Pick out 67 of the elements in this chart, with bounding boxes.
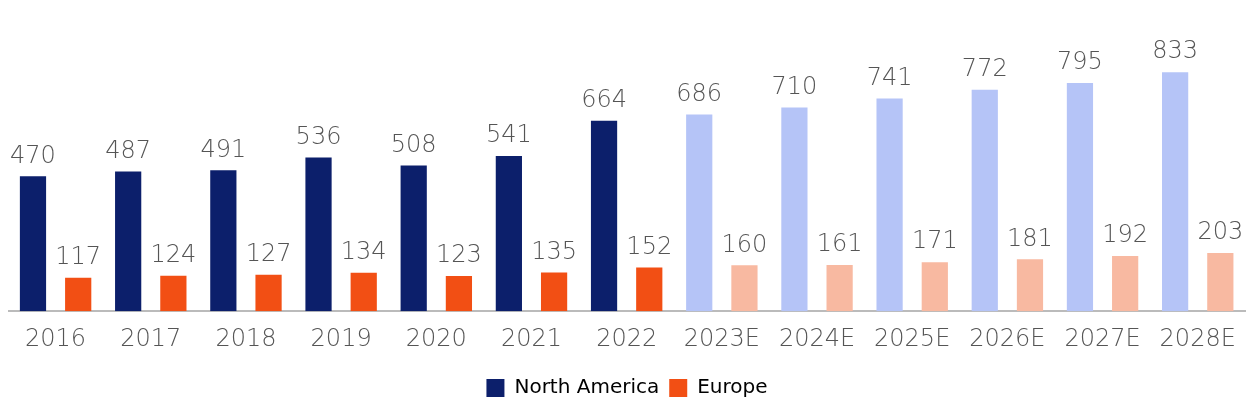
x-tick-label: 2025E <box>874 323 951 352</box>
data-label: 160 <box>721 229 768 258</box>
x-tick-label: 2021 <box>500 323 563 352</box>
data-label: 664 <box>581 84 627 113</box>
x-tick-label: 2022 <box>596 323 658 352</box>
data-label: 686 <box>676 78 723 107</box>
data-label: 124 <box>150 239 197 268</box>
bar <box>1112 256 1139 312</box>
bar <box>160 275 187 312</box>
x-tick-label: 2024E <box>778 323 856 352</box>
data-label: 123 <box>436 240 482 269</box>
bar <box>686 114 713 312</box>
bar <box>445 275 473 312</box>
bar <box>1066 83 1094 312</box>
data-label: 487 <box>105 135 152 164</box>
x-tick-label: 2018 <box>215 323 277 352</box>
data-label: 203 <box>1197 217 1244 246</box>
x-tick-label: 2028E <box>1159 323 1236 352</box>
x-tick-label: 2023E <box>683 323 760 352</box>
legend-label: Europe <box>697 374 768 399</box>
data-label: 192 <box>1102 220 1149 249</box>
bar <box>590 120 618 312</box>
x-tick-label: 2020 <box>405 323 467 352</box>
bar <box>1162 72 1189 312</box>
bar <box>19 176 47 312</box>
bar <box>921 262 948 312</box>
data-label: 117 <box>55 241 102 270</box>
x-tick-label: 2027E <box>1064 323 1141 352</box>
bar <box>1016 259 1044 312</box>
bar <box>826 265 853 312</box>
bar <box>400 165 427 312</box>
data-label: 491 <box>200 134 247 163</box>
x-tick-label: 2026E <box>969 323 1046 352</box>
bar <box>540 272 568 312</box>
bar <box>115 171 142 312</box>
bar <box>1207 252 1234 312</box>
data-label: 134 <box>340 236 387 265</box>
data-label: 710 <box>771 71 818 100</box>
data-label: 833 <box>1152 36 1199 65</box>
legend-label: North America <box>514 374 660 399</box>
x-tick-label: 2019 <box>310 323 372 352</box>
x-tick-label: 2016 <box>25 323 87 352</box>
bar <box>781 107 808 312</box>
bar <box>255 274 282 312</box>
data-label: 171 <box>911 226 958 255</box>
bar <box>876 98 903 312</box>
bar <box>636 267 663 312</box>
data-label: 135 <box>531 236 577 265</box>
bar <box>495 155 522 312</box>
data-label: 536 <box>295 121 342 150</box>
data-label: 795 <box>1057 47 1103 76</box>
bar <box>305 157 332 312</box>
x-tick-label: 2017 <box>120 323 182 352</box>
bar <box>210 170 237 312</box>
bar <box>65 277 92 312</box>
bar <box>350 272 377 312</box>
data-label: 470 <box>10 140 56 169</box>
data-label: 127 <box>245 239 292 267</box>
bar <box>971 89 998 312</box>
data-label: 161 <box>816 229 863 258</box>
data-label: 181 <box>1007 223 1053 252</box>
data-label: 772 <box>961 53 1008 82</box>
data-label: 152 <box>626 231 673 260</box>
bar <box>731 265 758 312</box>
data-label: 541 <box>485 120 532 149</box>
data-label: 741 <box>866 62 913 91</box>
data-label: 508 <box>390 129 437 158</box>
